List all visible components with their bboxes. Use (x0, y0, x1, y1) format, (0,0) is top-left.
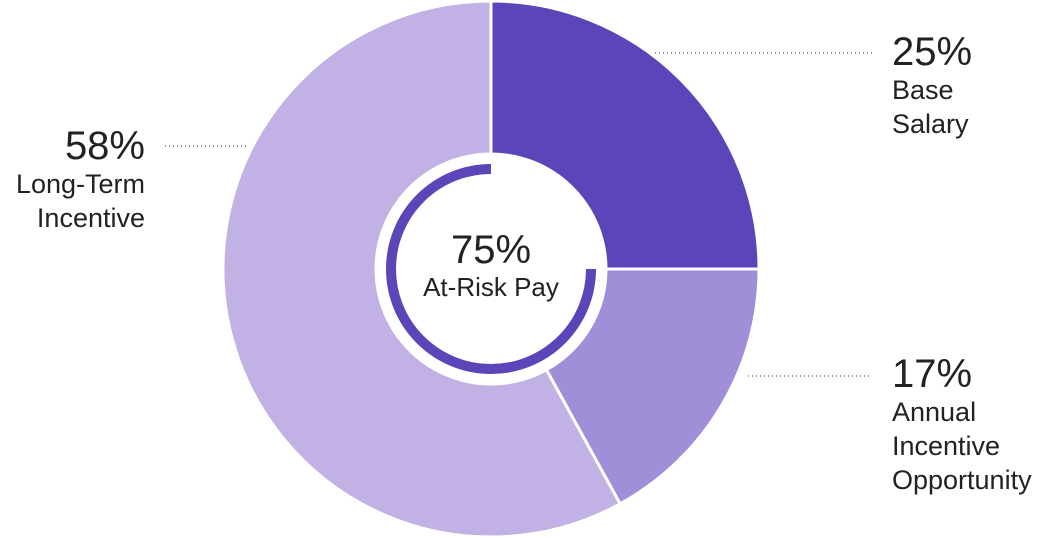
slice (221, 0, 623, 538)
slice-label: 25% Base Salary (892, 30, 1012, 142)
category-label: Long-Term Incentive (15, 169, 145, 233)
value-label: 25% (892, 30, 973, 74)
slice-label: 58% Long-Term Incentive (0, 124, 145, 236)
category-label: Annual Incentive Opportunity (892, 397, 1032, 495)
center-label: 75% At-Risk Pay (391, 228, 591, 303)
slice (489, 0, 761, 271)
center-arc (386, 164, 596, 374)
slice-label: 17% Annual Incentive Opportunity (892, 352, 1059, 497)
value-label: 17% (892, 352, 973, 396)
value-label: 58% (64, 124, 145, 168)
category-label: Base Salary (892, 75, 969, 139)
center-text: At-Risk Pay (423, 272, 559, 302)
center-value: 75% (450, 228, 532, 272)
slice (544, 267, 761, 506)
